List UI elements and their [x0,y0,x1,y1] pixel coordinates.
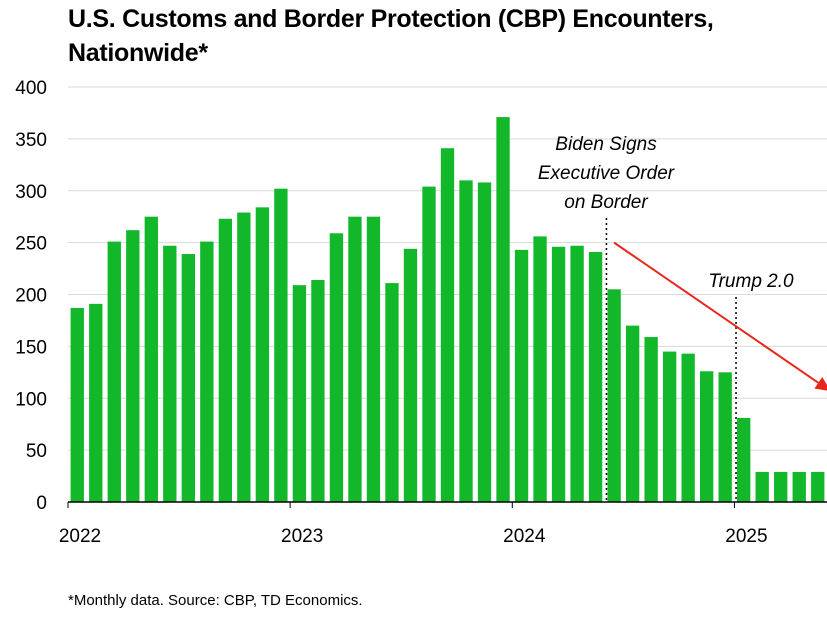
annotation-label: Trump 2.0 [708,271,794,292]
bar [755,471,769,502]
bar [292,285,307,502]
bar [588,251,603,502]
bar [718,372,732,502]
bar [570,245,584,503]
y-tick-label: 50 [26,441,47,462]
y-tick-label: 150 [15,337,47,358]
bar [681,353,695,502]
bar [163,245,177,503]
footnote: *Monthly data. Source: CBP, TD Economics… [68,592,363,609]
y-tick-label: 300 [15,182,47,203]
bar [440,148,455,502]
trend-arrow-line [613,241,819,384]
bar [126,230,140,503]
bar [662,351,677,502]
bar [496,117,510,503]
bar [700,371,714,502]
y-tick-label: 250 [15,234,47,255]
bar [348,216,362,502]
bar [422,186,436,502]
annotation-label: Executive Order [538,163,675,184]
x-tick-label: 2022 [59,526,101,547]
bar [774,471,788,502]
bar [811,471,825,502]
bar [551,246,566,502]
bars [70,117,825,503]
annotation-label: on Border [564,192,648,213]
bar [403,248,418,502]
x-axis: 2022 2023 2024 2025 [59,501,827,547]
bar [274,188,288,503]
y-tick-label: 350 [15,130,47,151]
bar [107,241,121,502]
x-tick-label: 2025 [725,526,767,547]
bar [237,212,251,502]
bar [625,325,640,502]
bar [255,207,270,502]
bar [89,303,103,502]
bar [737,417,751,502]
bar [533,236,547,502]
trend-arrowhead [814,376,827,391]
bar [200,241,214,502]
bar [607,289,621,502]
bar [181,254,195,502]
y-tick-labels: 0 50 100 150 200 250 300 350 400 [15,78,47,514]
bar [644,337,658,502]
bar [459,180,473,502]
x-tick-label: 2023 [281,526,323,547]
bar [514,249,529,502]
bar [144,216,158,502]
annotation-label: Biden Signs [555,134,657,155]
annotations: Biden Signs Executive Order on Border Trump… [538,134,827,502]
bar [477,182,492,502]
bar [366,216,381,502]
bar [311,279,325,502]
y-tick-label: 100 [15,389,47,410]
y-tick-label: 0 [36,493,47,514]
y-tick-label: 200 [15,286,47,307]
bar [385,283,399,502]
y-tick-label: 400 [15,78,47,99]
bar [329,233,344,502]
bar [792,471,806,502]
x-tick-label: 2024 [503,526,546,547]
bar [218,218,233,502]
chart-title: U.S. Customs and Border Protection (CBP)… [68,5,714,67]
bar [70,307,84,502]
